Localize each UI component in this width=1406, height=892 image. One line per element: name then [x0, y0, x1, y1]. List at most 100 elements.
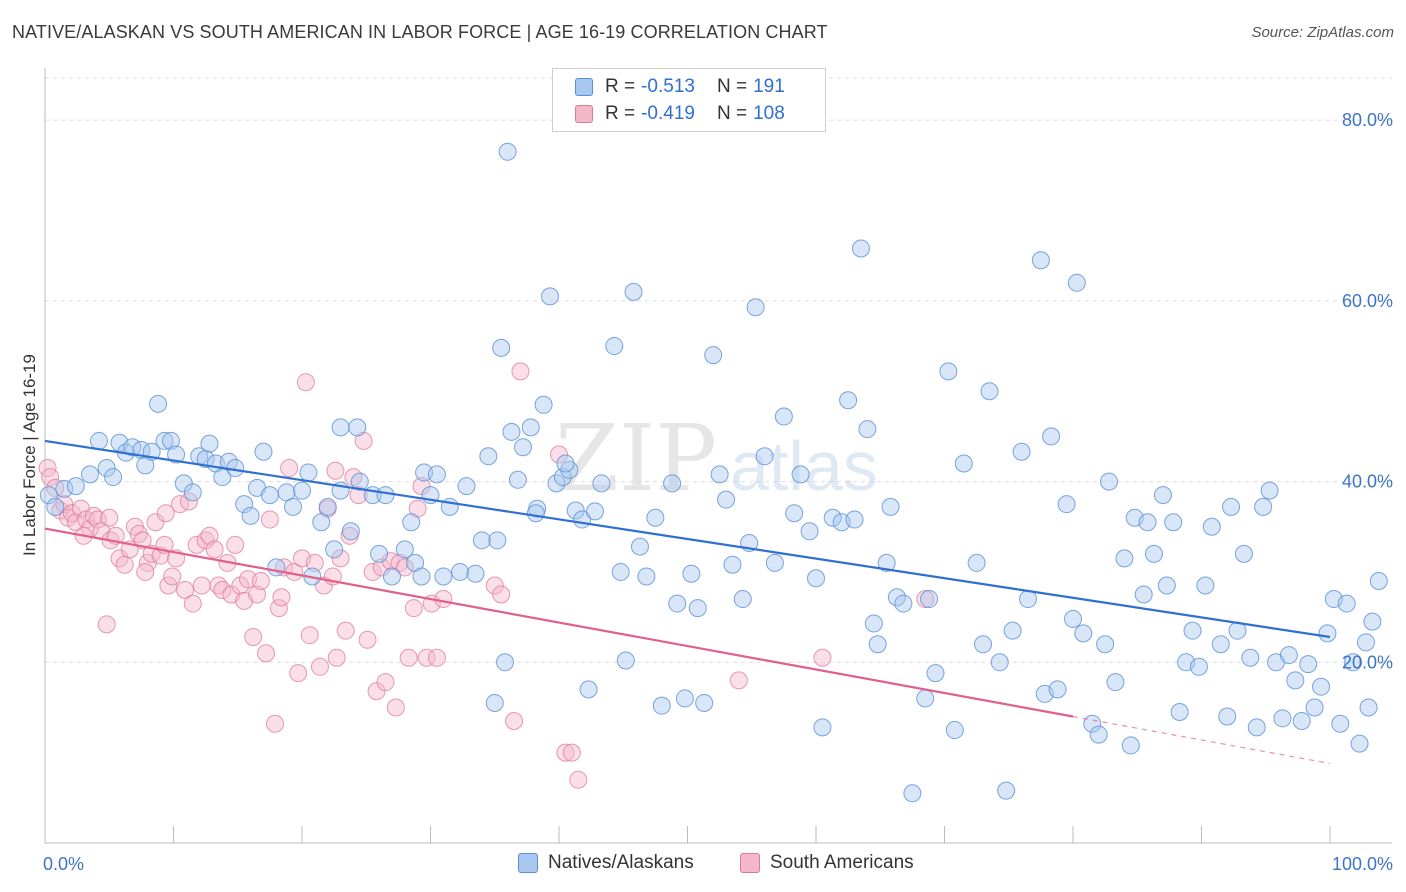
native-alaskan-point — [284, 497, 303, 516]
south-american-point — [305, 553, 324, 572]
native-alaskan-point — [556, 454, 575, 473]
south-american-point — [412, 477, 431, 496]
south-american-point — [46, 478, 65, 497]
native-alaskan-point — [451, 562, 470, 581]
south-american-point — [231, 576, 250, 595]
source-label: Source: ZipAtlas.com — [1251, 24, 1394, 41]
south-american-point — [427, 648, 446, 667]
south-american-point — [200, 526, 219, 545]
legend-swatch-blue — [575, 78, 593, 96]
bottom-legend-natives: Natives/Alaskans — [518, 852, 694, 874]
native-alaskan-point — [1164, 513, 1183, 532]
native-alaskan-point — [241, 506, 260, 525]
native-alaskan-point — [1344, 653, 1363, 672]
south-american-point — [296, 373, 315, 392]
native-alaskan-point — [616, 651, 635, 670]
south-american-point — [115, 555, 134, 574]
south-american-point — [363, 562, 382, 581]
native-alaskan-point — [412, 567, 431, 586]
native-alaskan-point — [894, 594, 913, 613]
native-alaskan-point — [926, 664, 945, 683]
native-alaskan-point — [1157, 576, 1176, 595]
native-alaskan-point — [167, 445, 186, 464]
south-american-point — [550, 445, 568, 464]
native-alaskan-point — [916, 689, 935, 708]
legend-r-label: R = — [605, 103, 636, 124]
zipatlas-watermark: ZIP atlas — [555, 405, 878, 512]
native-alaskan-point — [785, 504, 804, 523]
south-american-point — [505, 712, 524, 731]
native-alaskan-point — [502, 422, 521, 441]
native-alaskan-point — [1134, 585, 1153, 604]
south-american-point — [163, 567, 182, 586]
native-alaskan-point — [312, 513, 331, 532]
native-alaskan-point — [1031, 251, 1050, 270]
legend-row-natives: R = -0.513 N = 191 — [575, 74, 785, 100]
native-alaskan-point — [1067, 273, 1086, 292]
south-american-point — [327, 648, 346, 667]
native-alaskan-point — [541, 287, 560, 306]
south-american-point — [176, 581, 195, 600]
south-american-point — [358, 630, 377, 649]
native-alaskan-point — [997, 781, 1016, 800]
native-alaskan-point — [579, 680, 598, 699]
native-alaskan-point — [479, 447, 498, 466]
native-alaskan-point — [1211, 635, 1230, 654]
south-american-point — [183, 594, 202, 613]
south-american-point — [280, 459, 299, 478]
native-alaskan-point — [791, 465, 810, 484]
native-alaskan-point — [299, 463, 318, 482]
native-alaskan-point — [682, 564, 701, 583]
native-alaskan-point — [1121, 736, 1140, 755]
bottom-legend-label-natives: Natives/Alaskans — [548, 852, 694, 873]
native-alaskan-point — [611, 562, 630, 581]
native-alaskan-point — [1106, 673, 1125, 692]
y-tick-label: 40.0% — [1342, 472, 1393, 492]
native-alaskan-point — [1048, 680, 1067, 699]
native-alaskan-point — [1286, 671, 1305, 690]
watermark-atlas: atlas — [730, 427, 878, 505]
native-alaskan-point — [457, 477, 476, 496]
south-american-point — [569, 770, 588, 789]
native-alaskan-point — [637, 567, 656, 586]
native-alaskan-point — [66, 477, 85, 496]
native-alaskan-point — [1222, 497, 1241, 516]
legend-row-south: R = -0.419 N = 108 — [575, 101, 785, 127]
y-tick-label: 80.0% — [1342, 110, 1393, 130]
native-alaskan-point — [1064, 609, 1082, 628]
tick-labels: 20.0% 40.0% 60.0% 80.0% 0.0% 100.0% — [43, 110, 1393, 874]
native-alaskan-point — [514, 438, 533, 457]
native-alaskan-point — [472, 531, 491, 550]
native-alaskan-point — [1312, 677, 1331, 696]
south-american-point — [192, 576, 211, 595]
native-alaskan-point — [688, 599, 707, 618]
native-alaskan-point — [990, 653, 1009, 672]
south-american-point — [97, 615, 116, 634]
south-american-point — [367, 682, 386, 701]
native-alaskan-point — [496, 653, 515, 672]
native-alaskan-point — [161, 431, 180, 450]
native-alaskan-point — [1331, 714, 1350, 733]
native-alaskan-point — [881, 497, 900, 516]
native-alaskan-point — [1218, 707, 1237, 726]
native-alaskan-point — [534, 395, 553, 414]
native-alaskan-point — [434, 567, 453, 586]
y-axis-label: In Labor Force | Age 16-19 — [20, 354, 39, 556]
south-american-point — [100, 508, 119, 527]
native-alaskan-point — [813, 718, 832, 737]
native-alaskan-point — [1019, 590, 1038, 609]
south-american-point — [187, 535, 206, 554]
native-alaskan-point — [807, 569, 825, 588]
south-american-point — [88, 510, 107, 529]
native-alaskan-point — [55, 479, 74, 498]
native-alaskan-point — [382, 567, 401, 586]
south-american-point — [136, 562, 155, 581]
native-alaskan-point — [1012, 442, 1031, 461]
native-alaskan-point — [1305, 698, 1324, 717]
native-alaskan-point — [348, 418, 367, 437]
south-american-point — [404, 599, 423, 618]
native-alaskan-point — [566, 501, 585, 520]
native-alaskan-point — [155, 431, 174, 450]
native-alaskan-point — [945, 721, 964, 740]
